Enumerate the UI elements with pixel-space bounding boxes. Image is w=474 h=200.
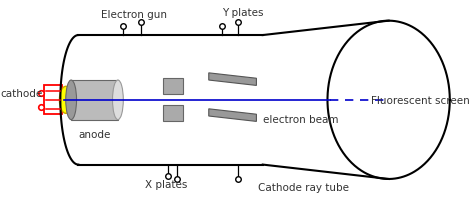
- Text: Fluorescent screen: Fluorescent screen: [371, 95, 469, 105]
- Polygon shape: [209, 109, 256, 122]
- Bar: [44, 86, 62, 115]
- Bar: [71, 81, 118, 120]
- Text: X plates: X plates: [146, 179, 188, 189]
- Text: Electron gun: Electron gun: [101, 10, 167, 20]
- Polygon shape: [209, 73, 256, 86]
- Text: cathode: cathode: [0, 88, 42, 98]
- Ellipse shape: [59, 87, 72, 114]
- Ellipse shape: [66, 81, 76, 120]
- Text: Cathode ray tube: Cathode ray tube: [258, 182, 349, 192]
- Text: Y plates: Y plates: [222, 8, 264, 18]
- Text: electron beam: electron beam: [263, 114, 338, 124]
- Bar: [163, 79, 182, 95]
- Text: anode: anode: [78, 129, 111, 139]
- Bar: [163, 106, 182, 122]
- Ellipse shape: [112, 81, 123, 120]
